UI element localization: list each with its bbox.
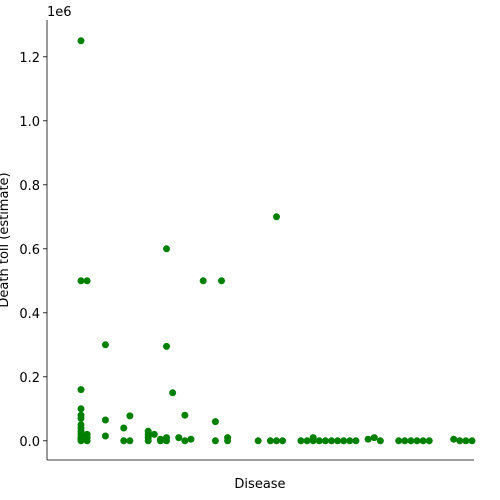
point <box>254 437 262 445</box>
point <box>395 437 403 445</box>
point <box>315 437 323 445</box>
point <box>401 437 409 445</box>
point <box>468 437 476 445</box>
point <box>150 430 158 438</box>
y-tick-label: 0.4 <box>19 307 40 322</box>
point <box>156 437 164 445</box>
point <box>413 437 421 445</box>
point <box>273 437 280 445</box>
point <box>77 414 85 422</box>
point <box>77 37 85 45</box>
point <box>175 434 183 442</box>
point <box>83 277 91 285</box>
point <box>77 386 85 394</box>
point <box>340 437 348 445</box>
point <box>169 389 177 397</box>
y-tick-label: 0.2 <box>19 371 40 386</box>
y-tick-label: 0.6 <box>19 243 40 258</box>
point <box>407 437 415 445</box>
y-tick-label: 1.0 <box>19 115 40 130</box>
point <box>425 437 433 445</box>
point <box>83 437 91 445</box>
point <box>303 437 311 445</box>
point <box>376 437 384 445</box>
point <box>126 412 134 420</box>
point <box>187 435 195 443</box>
point <box>224 437 232 445</box>
point <box>211 437 219 445</box>
point <box>101 432 109 440</box>
point <box>297 437 305 445</box>
point <box>370 434 378 442</box>
point <box>126 437 134 445</box>
point <box>419 437 427 445</box>
point <box>101 416 109 424</box>
point <box>273 213 280 221</box>
y-tick-label: 0.8 <box>19 179 40 194</box>
point <box>266 437 274 445</box>
point <box>101 341 109 349</box>
point <box>163 342 171 350</box>
point <box>120 437 128 445</box>
point <box>456 437 464 445</box>
point <box>181 437 189 445</box>
point <box>364 435 372 443</box>
point <box>334 437 342 445</box>
point <box>77 405 85 413</box>
point <box>279 437 287 445</box>
point <box>327 437 335 445</box>
y-tick-label: 1.2 <box>19 51 40 66</box>
point <box>144 437 152 445</box>
point <box>199 277 207 285</box>
point <box>462 437 470 445</box>
point <box>346 437 354 445</box>
y-offset-label: 1e6 <box>47 5 72 20</box>
point <box>218 277 226 285</box>
point <box>181 411 189 419</box>
x-axis-label: Disease <box>234 477 285 492</box>
point <box>450 435 458 443</box>
point <box>163 245 171 253</box>
point <box>120 424 128 432</box>
y-axis-label: Death toll (estimate) <box>0 172 12 307</box>
point <box>163 437 171 445</box>
point <box>77 277 85 285</box>
y-tick-label: 0.0 <box>19 435 40 450</box>
point <box>309 437 317 445</box>
point <box>211 418 219 426</box>
point <box>321 437 329 445</box>
point <box>352 437 360 445</box>
point <box>77 437 85 445</box>
